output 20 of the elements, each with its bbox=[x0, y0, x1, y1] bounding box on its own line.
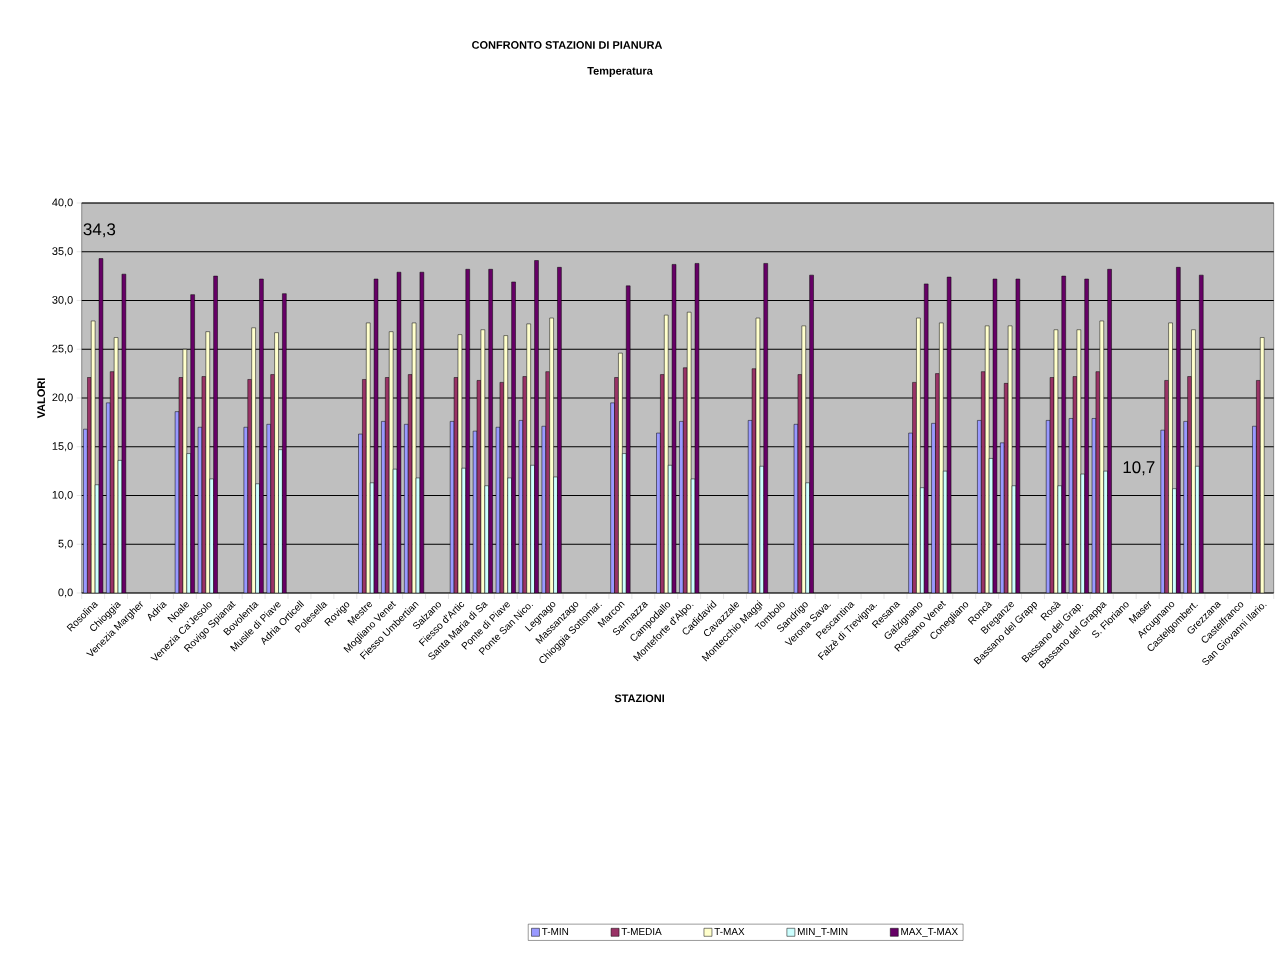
legend-label: T-MEDIA bbox=[621, 928, 662, 935]
annotation: 34,3 bbox=[83, 223, 116, 238]
legend-label: T-MIN bbox=[541, 928, 569, 935]
x-axis-title: STAZIONI bbox=[614, 694, 664, 703]
y-tick-label: 10,0 bbox=[52, 490, 73, 501]
annotation: 10,7 bbox=[1123, 461, 1155, 476]
legend-label: T-MAX bbox=[714, 928, 745, 935]
y-axis-title: VALORI bbox=[37, 378, 46, 419]
chart-title: CONFRONTO STAZIONI DI PIANURA bbox=[472, 41, 663, 49]
chart-subtitle: Temperatura bbox=[587, 67, 653, 77]
y-tick-label: 0,0 bbox=[58, 588, 73, 598]
y-tick-label: 25,0 bbox=[52, 344, 73, 354]
y-tick-label: 20,0 bbox=[52, 393, 73, 403]
y-tick-label: 40,0 bbox=[52, 198, 73, 208]
y-tick-label: 15,0 bbox=[52, 442, 73, 452]
y-tick-label: 35,0 bbox=[52, 247, 73, 257]
y-tick-label: 5,0 bbox=[58, 539, 73, 549]
legend-label: MIN_T-MIN bbox=[797, 928, 848, 937]
y-tick-label: 30,0 bbox=[52, 295, 73, 306]
legend-label: MAX_T-MAX bbox=[901, 928, 958, 937]
